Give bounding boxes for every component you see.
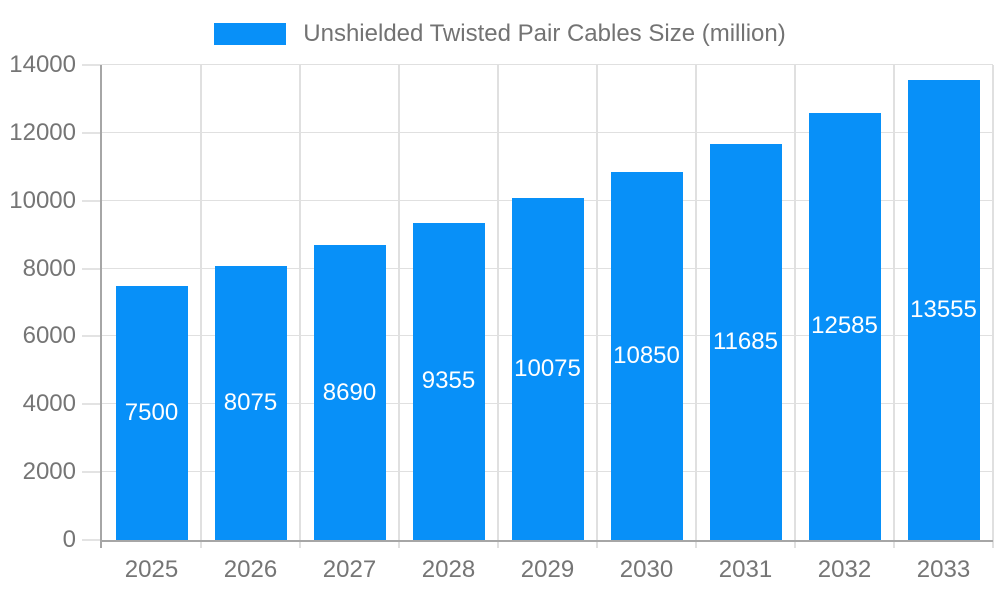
legend-label: Unshielded Twisted Pair Cables Size (mil… [303,20,786,47]
bar-value-label: 10075 [514,355,581,383]
x-tick-label: 2026 [223,556,278,583]
y-tick-mark [82,267,102,270]
x-tick-label: 2029 [520,556,575,583]
gridline-vertical [893,65,895,548]
bar-2033[interactable]: 13555 [907,80,980,540]
gridline-vertical [200,65,202,548]
bar-2025[interactable]: 7500 [115,285,188,540]
x-tick-label: 2028 [421,556,476,583]
bar-2029[interactable]: 10075 [511,198,584,540]
gridline-vertical [794,65,796,548]
y-tick-label: 4000 [22,390,76,418]
x-axis-line [100,540,993,542]
bar-2028[interactable]: 9355 [412,222,485,540]
x-tick-label: 2030 [619,556,674,583]
y-tick-mark [82,539,102,541]
y-tick-label: 14000 [9,51,76,78]
legend[interactable]: Unshielded Twisted Pair Cables Size (mil… [0,20,1000,48]
x-tick-label: 2025 [124,556,179,583]
gridline-horizontal [102,131,993,133]
gridline-vertical [992,65,994,548]
bar-2026[interactable]: 8075 [214,266,287,540]
y-tick-label: 6000 [22,322,76,350]
gridline-vertical [695,65,697,548]
x-tick-label: 2031 [718,556,773,583]
x-tick-label: 2033 [916,556,971,583]
x-tick-label: 2027 [322,556,377,583]
bar-value-label: 8075 [223,389,278,416]
bar-value-label: 11685 [713,327,778,355]
bar-2032[interactable]: 12585 [808,113,881,540]
y-axis-line [100,65,102,548]
y-tick-mark [82,199,102,202]
bar-2031[interactable]: 11685 [709,143,782,540]
y-tick-label: 8000 [22,254,76,282]
y-tick-mark [82,403,102,406]
bar-value-label: 10850 [613,341,680,369]
gridline-vertical [497,65,499,548]
gridline-vertical [299,65,301,548]
y-tick-mark [82,471,102,474]
y-tick-label: 0 [62,526,76,553]
gridline-vertical [596,65,598,548]
bar-value-label: 8690 [322,378,377,406]
gridline-horizontal [102,64,993,65]
bar-value-label: 13555 [910,296,977,324]
bar-value-label: 12585 [811,312,878,340]
y-tick-label: 12000 [9,118,76,146]
bar-value-label: 9355 [421,367,476,395]
x-tick-label: 2032 [817,556,872,583]
bar-2030[interactable]: 10850 [610,171,683,540]
y-tick-label: 10000 [9,186,76,214]
y-tick-mark [82,131,102,134]
gridline-vertical [398,65,400,548]
y-tick-mark [82,335,102,338]
y-tick-mark [82,64,102,66]
bar-value-label: 7500 [124,398,179,426]
y-tick-label: 2000 [22,458,76,486]
legend-swatch [214,23,287,45]
bar-2027[interactable]: 8690 [313,245,386,540]
